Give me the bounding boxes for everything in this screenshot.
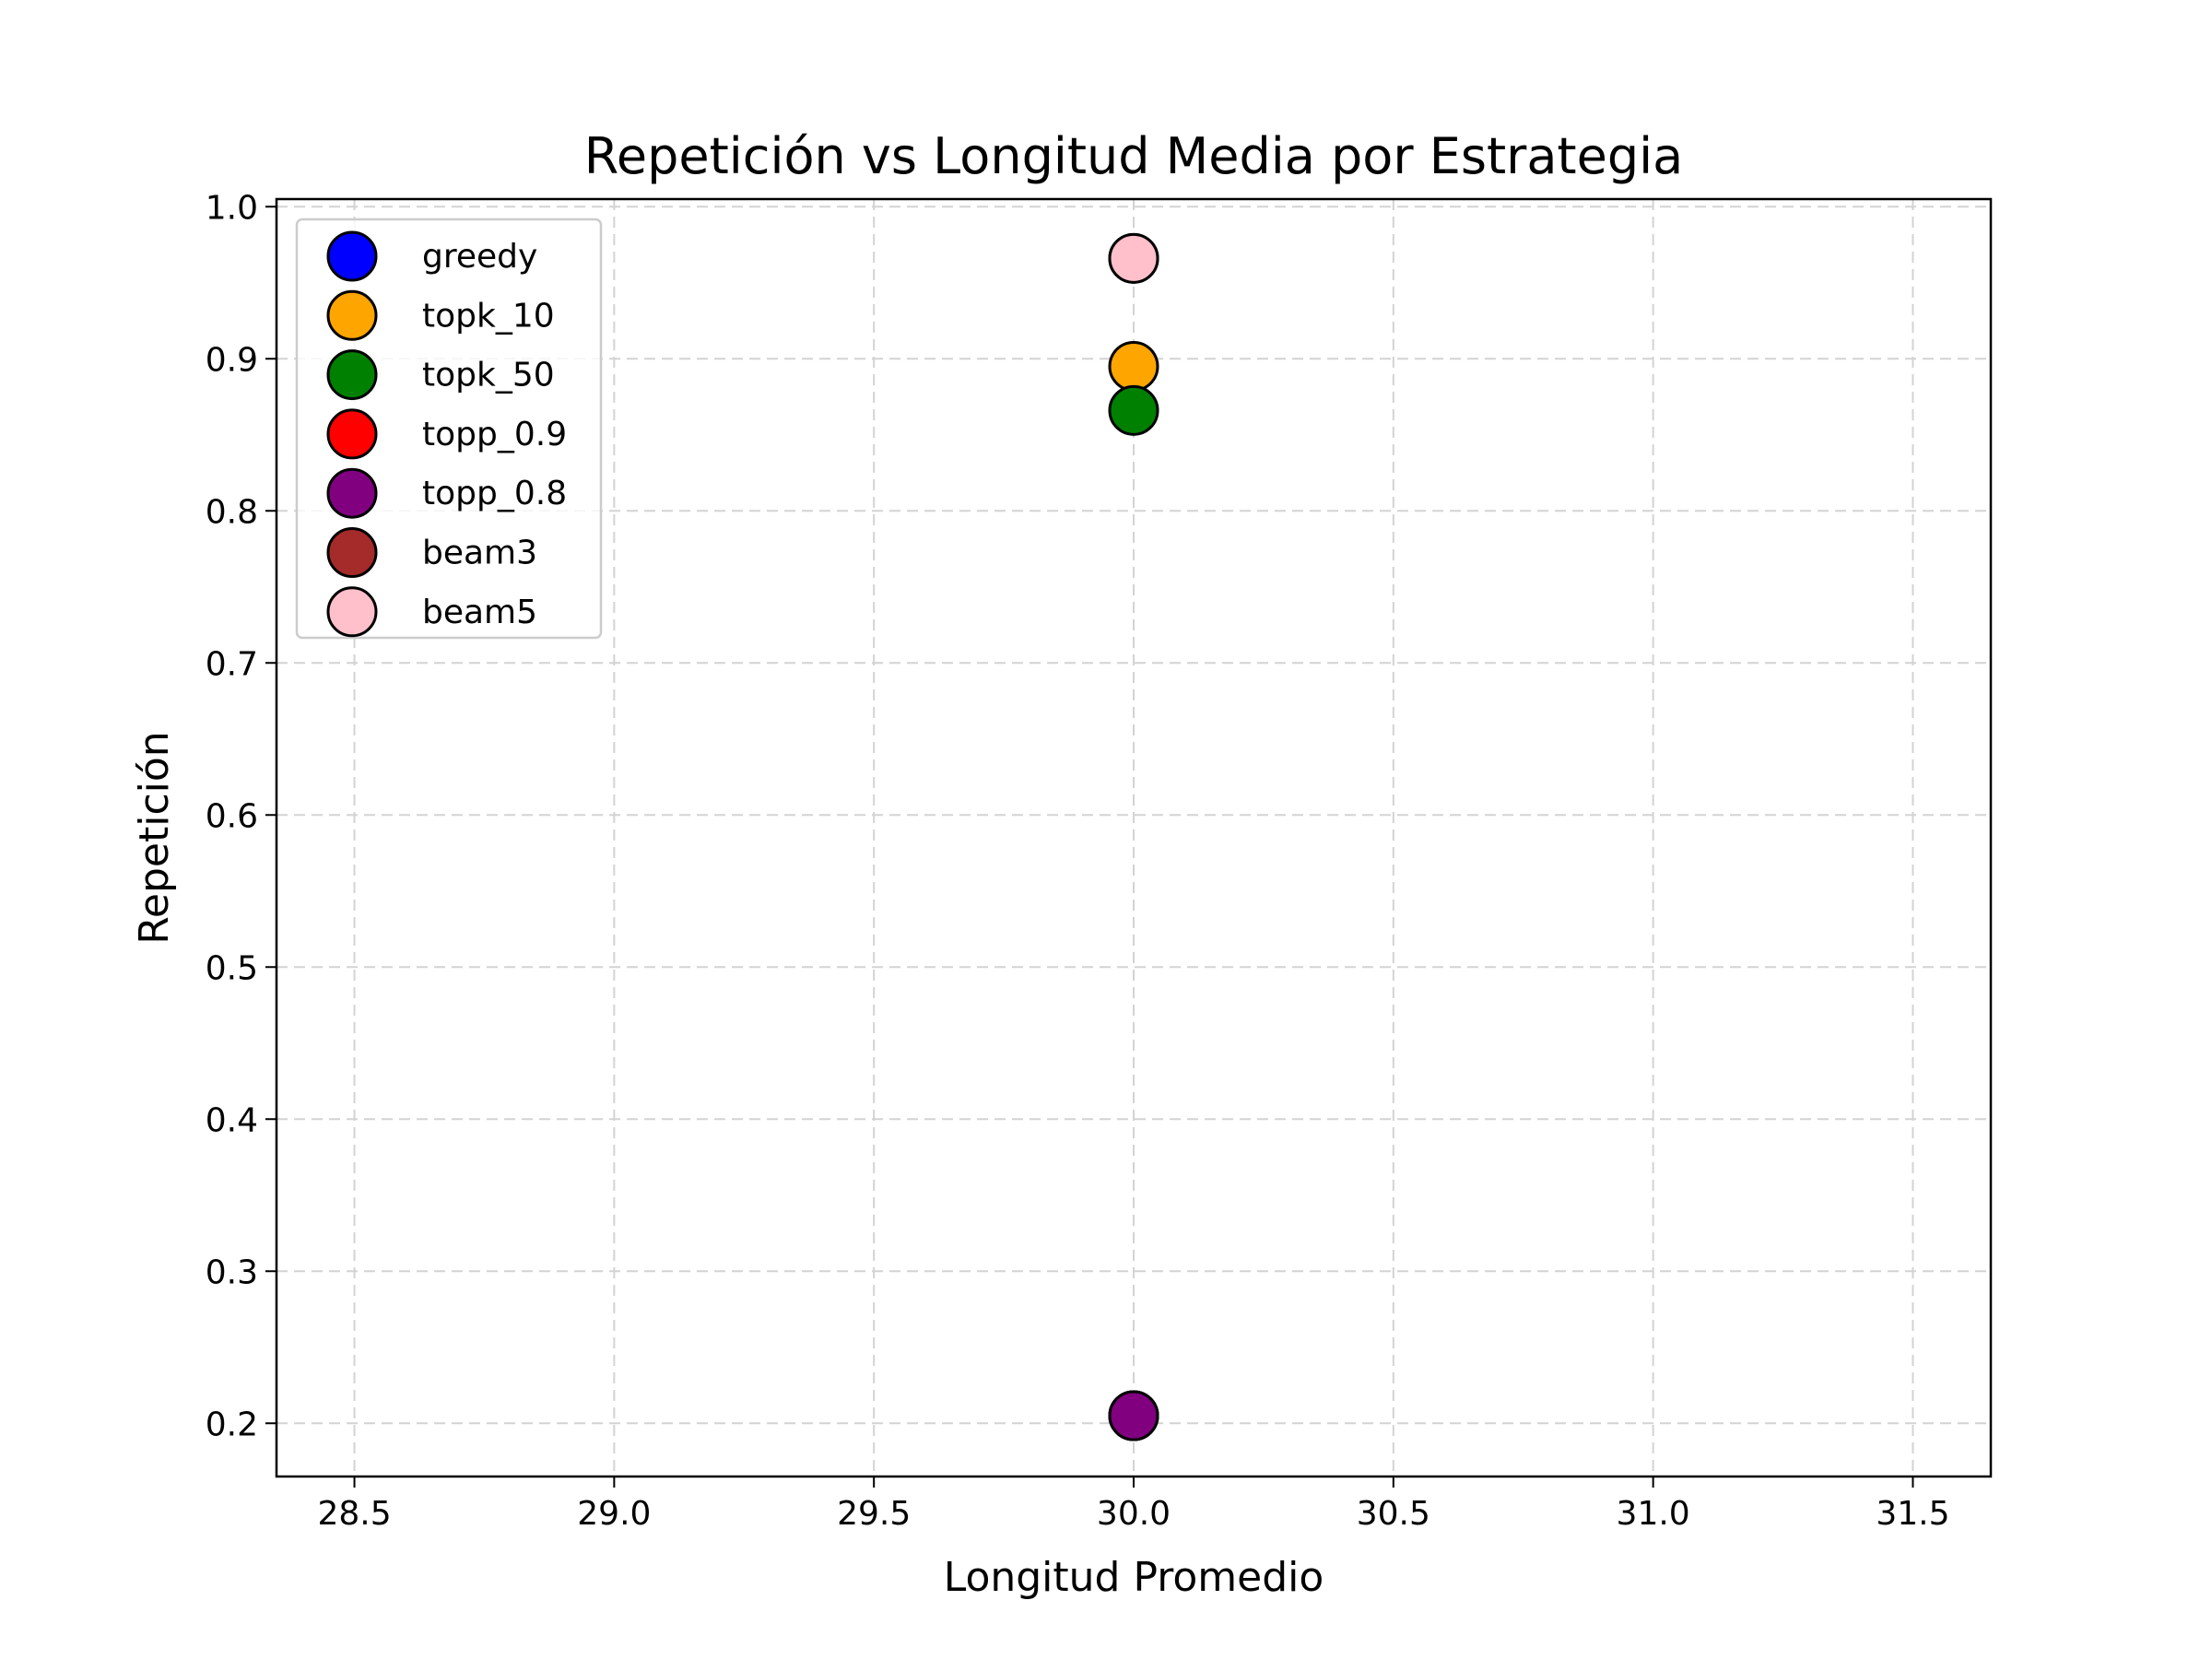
legend-marker-beam5 — [326, 586, 378, 638]
y-tick-label: 1.0 — [206, 189, 258, 227]
y-tick-label: 0.5 — [206, 949, 258, 987]
x-tick-label: 31.5 — [1876, 1495, 1949, 1533]
legend-marker-topk_10 — [326, 289, 378, 341]
y-tick-label: 0.9 — [206, 341, 258, 379]
chart-title: Repetición vs Longitud Media por Estrate… — [584, 127, 1683, 185]
legend-label: topp_0.8 — [422, 475, 567, 512]
x-tick-label: 30.0 — [1097, 1495, 1171, 1533]
legend-label: beam3 — [422, 535, 537, 572]
y-tick-label: 0.7 — [206, 645, 258, 683]
y-tick-label: 0.6 — [206, 797, 258, 835]
point-topk_10 — [1108, 341, 1159, 392]
y-axis-label: Repetición — [131, 731, 178, 944]
legend-marker-topk_50 — [326, 349, 378, 401]
y-tick-label: 0.4 — [206, 1101, 258, 1139]
legend-marker-topp_0.9 — [326, 408, 378, 460]
ticks-layer: 28.5 29.0 29.5 30.0 30.5 31.0 31.5 0.2 0.3 0.4 0.5… — [206, 189, 1950, 1533]
legend-marker-greedy — [326, 230, 378, 282]
x-axis-label: Longitud Promedio — [944, 1554, 1324, 1601]
y-tick-label: 0.2 — [206, 1406, 258, 1443]
legend: greedy topk_10 topk_50 topp_0.9 topp_0.8beam… — [295, 218, 603, 640]
legend-label: topk_10 — [422, 297, 555, 335]
x-tick-label: 31.0 — [1617, 1495, 1690, 1533]
legend-marker-beam3 — [326, 527, 378, 578]
x-tick-label: 29.0 — [577, 1495, 651, 1533]
point-topk_50 — [1108, 384, 1159, 436]
point-beam5 — [1108, 232, 1159, 284]
point-topp_0.8 — [1108, 1390, 1159, 1441]
y-tick-label: 0.8 — [206, 493, 258, 531]
x-tick-label: 30.5 — [1357, 1495, 1430, 1533]
legend-label: greedy — [422, 238, 537, 276]
legend-label: beam5 — [422, 594, 537, 631]
legend-label: topk_50 — [422, 357, 555, 394]
points-layer — [1108, 232, 1159, 1441]
x-tick-label: 29.5 — [837, 1495, 911, 1533]
y-tick-label: 0.3 — [206, 1253, 258, 1291]
legend-label: topp_0.9 — [422, 416, 567, 453]
legend-marker-topp_0.8 — [326, 467, 378, 519]
x-tick-label: 28.5 — [317, 1495, 391, 1533]
